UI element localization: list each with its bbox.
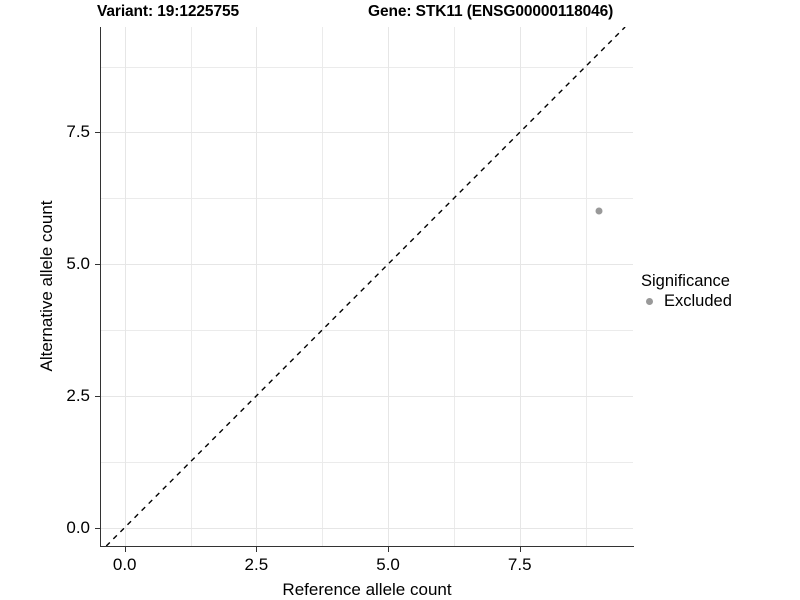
vertical-gridline — [453, 27, 455, 546]
vertical-gridline — [322, 27, 324, 546]
vertical-gridline — [190, 27, 192, 546]
identity-reference-line — [105, 27, 626, 546]
y-axis-title: Alternative allele count — [37, 200, 56, 372]
x-axis-title: Reference allele count — [282, 580, 452, 599]
x-tick-label: 2.5 — [244, 555, 269, 574]
vertical-gridline — [585, 27, 587, 546]
x-tick-label: 5.0 — [376, 555, 400, 574]
horizontal-gridline — [101, 395, 633, 397]
x-tick-mark — [256, 547, 258, 552]
x-tick-mark — [388, 547, 390, 552]
x-tick-label: 0.0 — [112, 555, 137, 574]
x-tick-label: 7.5 — [507, 555, 532, 574]
y-tick-label: 0.0 — [66, 517, 90, 537]
variant-title: Variant: 19:1225755 — [97, 3, 240, 20]
horizontal-gridline — [101, 461, 633, 463]
legend-items: Excluded — [641, 292, 796, 311]
horizontal-gridline — [101, 198, 633, 200]
x-axis-line — [100, 546, 634, 548]
horizontal-gridline — [101, 132, 633, 134]
legend: Significance Excluded — [641, 272, 796, 311]
legend-item[interactable]: Excluded — [641, 292, 796, 311]
vertical-gridline — [256, 27, 258, 546]
data-point[interactable] — [595, 207, 603, 215]
gene-title: Gene: STK11 (ENSG00000118046) — [368, 3, 614, 20]
y-tick-label: 2.5 — [66, 385, 90, 405]
x-tick-mark — [124, 547, 126, 552]
vertical-gridline — [519, 27, 521, 546]
horizontal-gridline — [101, 329, 633, 331]
legend-title: Significance — [641, 272, 730, 290]
title-row: Variant: 19:1225755 Gene: STK11 (ENSG000… — [0, 3, 720, 25]
y-tick-label: 5.0 — [66, 254, 90, 274]
vertical-gridline — [124, 27, 126, 546]
y-tick-mark — [95, 527, 100, 529]
legend-marker-icon — [641, 293, 658, 310]
y-tick-mark — [95, 395, 100, 397]
vertical-gridline — [388, 27, 390, 546]
legend-item-label: Excluded — [664, 292, 732, 310]
horizontal-gridline — [101, 66, 633, 68]
y-axis-line — [100, 27, 102, 547]
x-tick-mark — [519, 547, 521, 552]
horizontal-gridline — [101, 264, 633, 266]
plot-panel — [101, 27, 633, 546]
y-tick-mark — [95, 264, 100, 266]
y-tick-label: 7.5 — [66, 122, 90, 142]
horizontal-gridline — [101, 527, 633, 529]
y-tick-mark — [95, 132, 100, 134]
